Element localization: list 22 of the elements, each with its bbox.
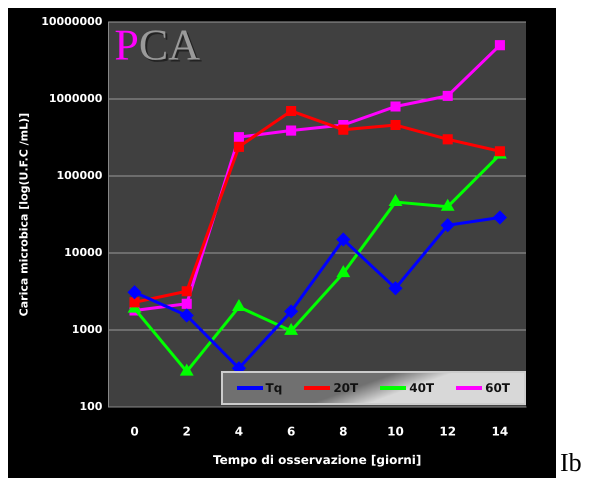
x-tick-label: 4 (234, 424, 244, 439)
y-tick-label: 100 (79, 400, 103, 414)
x-tick-label: 12 (439, 424, 456, 439)
y-tick-label: 10000000 (41, 14, 103, 28)
x-axis-title: Tempo di osservazione [giorni] (213, 452, 422, 467)
y-tick-label: 1000000 (48, 92, 103, 105)
legend-label: 60T (485, 381, 510, 396)
x-tick-label: 6 (286, 424, 296, 439)
y-tick-label: 100000 (56, 168, 103, 182)
y-axis-title: Carica microbica [log(U.F.C /mL)] (17, 112, 30, 316)
x-tick-label: 14 (492, 424, 508, 439)
text: Ib (560, 448, 582, 478)
chart-title: PCA (114, 20, 202, 72)
x-tick-label: 2 (182, 424, 191, 439)
x-tick-label: 0 (130, 424, 139, 439)
x-tick-label: 8 (339, 424, 348, 439)
legend-label: 40T (409, 381, 434, 396)
legend-label: Tq (266, 381, 282, 396)
x-tick-label: 10 (387, 424, 404, 439)
legend-label: 20T (333, 381, 358, 396)
y-tick-label: 1000 (72, 323, 103, 336)
y-tick-label: 10000 (64, 246, 103, 259)
